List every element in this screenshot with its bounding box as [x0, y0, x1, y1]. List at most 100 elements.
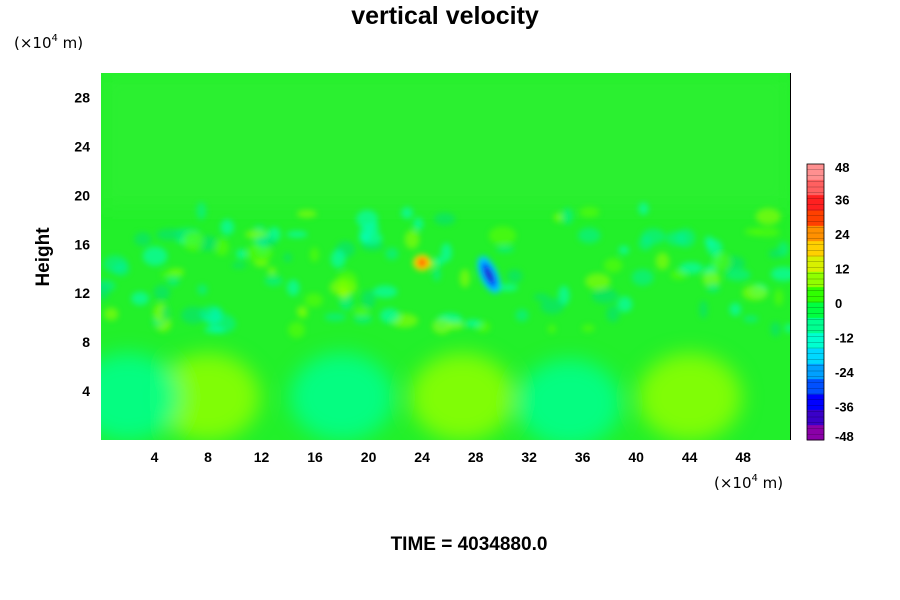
colorbar-swatch — [807, 256, 824, 272]
speckle — [784, 323, 790, 333]
y-axis-ticks: 4 8 12 16 20 24 28 — [74, 89, 90, 399]
colorbar-label: -48 — [835, 429, 854, 444]
x-tick-label: 28 — [468, 449, 484, 465]
speckle — [533, 293, 549, 301]
speckle — [540, 298, 565, 315]
speckle — [183, 231, 204, 252]
heatmap-field-soft — [101, 73, 790, 440]
speckle — [180, 306, 206, 324]
speckle — [496, 245, 514, 253]
speckle — [558, 285, 570, 306]
speckle — [103, 307, 119, 321]
y-tick-label: 12 — [74, 285, 90, 301]
speckle — [160, 270, 184, 278]
x-tick-label: 20 — [361, 449, 377, 465]
speckle — [706, 283, 720, 293]
x-tick-label: 8 — [204, 449, 212, 465]
speckle — [214, 238, 229, 257]
colorbar-labels: 48 36 24 12 0 -12 -24 -36 -48 — [835, 160, 855, 444]
x-axis-ticks: 4 8 12 16 20 24 28 32 36 40 44 48 — [151, 449, 752, 465]
speckle — [286, 279, 300, 296]
colorbar-swatch — [807, 179, 824, 196]
speckle — [712, 253, 732, 271]
colorbar-label: -12 — [835, 331, 854, 346]
speckle — [288, 321, 306, 338]
speckle — [161, 305, 170, 322]
y-tick-label: 20 — [74, 187, 90, 203]
x-tick-label: 44 — [682, 449, 698, 465]
speckle — [296, 209, 317, 218]
y-axis-unit: (×104 m) — [14, 33, 83, 52]
x-tick-label: 16 — [307, 449, 323, 465]
colorbar-swatch — [807, 394, 824, 410]
colorbar-swatch — [807, 302, 824, 318]
x-tick-label: 32 — [521, 449, 537, 465]
speckle — [385, 247, 399, 260]
speckle — [617, 296, 633, 313]
speckle — [755, 208, 781, 225]
speckle — [253, 225, 266, 232]
colorbar-label: -36 — [835, 400, 854, 415]
speckle — [770, 266, 790, 282]
x-tick-label: 36 — [575, 449, 591, 465]
speckle — [336, 271, 358, 290]
speckle — [743, 315, 759, 323]
speckle — [134, 232, 152, 247]
speckle — [353, 314, 373, 324]
speckle — [561, 207, 574, 225]
colorbar — [806, 163, 825, 441]
speckle — [488, 226, 517, 245]
x-tick-label: 48 — [735, 449, 751, 465]
speckle — [304, 293, 324, 308]
speckle — [665, 231, 688, 246]
y-tick-label: 8 — [82, 334, 90, 350]
speckle — [725, 268, 751, 281]
speckle — [585, 273, 611, 290]
y-tick-label: 24 — [74, 138, 90, 154]
speckle — [581, 324, 595, 333]
speckle — [142, 246, 168, 266]
speckle — [330, 249, 346, 269]
heatmap-field-sharp — [101, 202, 790, 338]
x-tick-label: 24 — [414, 449, 430, 465]
x-tick-label: 40 — [628, 449, 644, 465]
speckle — [413, 217, 424, 231]
speckle — [324, 312, 347, 322]
speckle — [309, 247, 320, 263]
speckle — [199, 305, 224, 322]
speckle — [432, 318, 452, 335]
speckle — [196, 202, 207, 220]
colorbar-swatch — [807, 348, 824, 364]
surface-cell-5 — [289, 353, 394, 440]
speckle — [768, 249, 782, 259]
speckle — [131, 291, 150, 306]
speckle — [283, 253, 292, 263]
colorbar-swatch — [807, 378, 824, 395]
speckle — [204, 326, 225, 334]
chart-title: vertical velocity — [351, 2, 539, 30]
speckle — [440, 243, 452, 262]
speckle — [679, 262, 704, 275]
downdraft-core — [484, 267, 494, 283]
surface-cell-3 — [637, 353, 742, 440]
speckle — [742, 285, 768, 301]
colorbar-label: 36 — [835, 193, 849, 208]
speckle — [464, 319, 482, 328]
speckle — [603, 258, 623, 273]
x-tick-label: 12 — [254, 449, 270, 465]
speckle — [459, 269, 471, 288]
colorbar-swatch — [807, 424, 824, 441]
speckle — [101, 282, 110, 301]
speckle — [432, 266, 441, 282]
surface-cell-2 — [156, 353, 261, 440]
speckle — [631, 269, 654, 286]
speckle — [655, 252, 670, 270]
speckle — [256, 235, 277, 248]
colorbar-label: 12 — [835, 262, 849, 277]
colorbar-frame — [806, 163, 825, 441]
colorbar-swatch — [807, 271, 824, 288]
speckle — [591, 288, 619, 304]
y-tick-label: 4 — [82, 383, 90, 399]
colorbar-swatch — [807, 363, 824, 380]
y-axis-label: Height — [33, 227, 54, 287]
